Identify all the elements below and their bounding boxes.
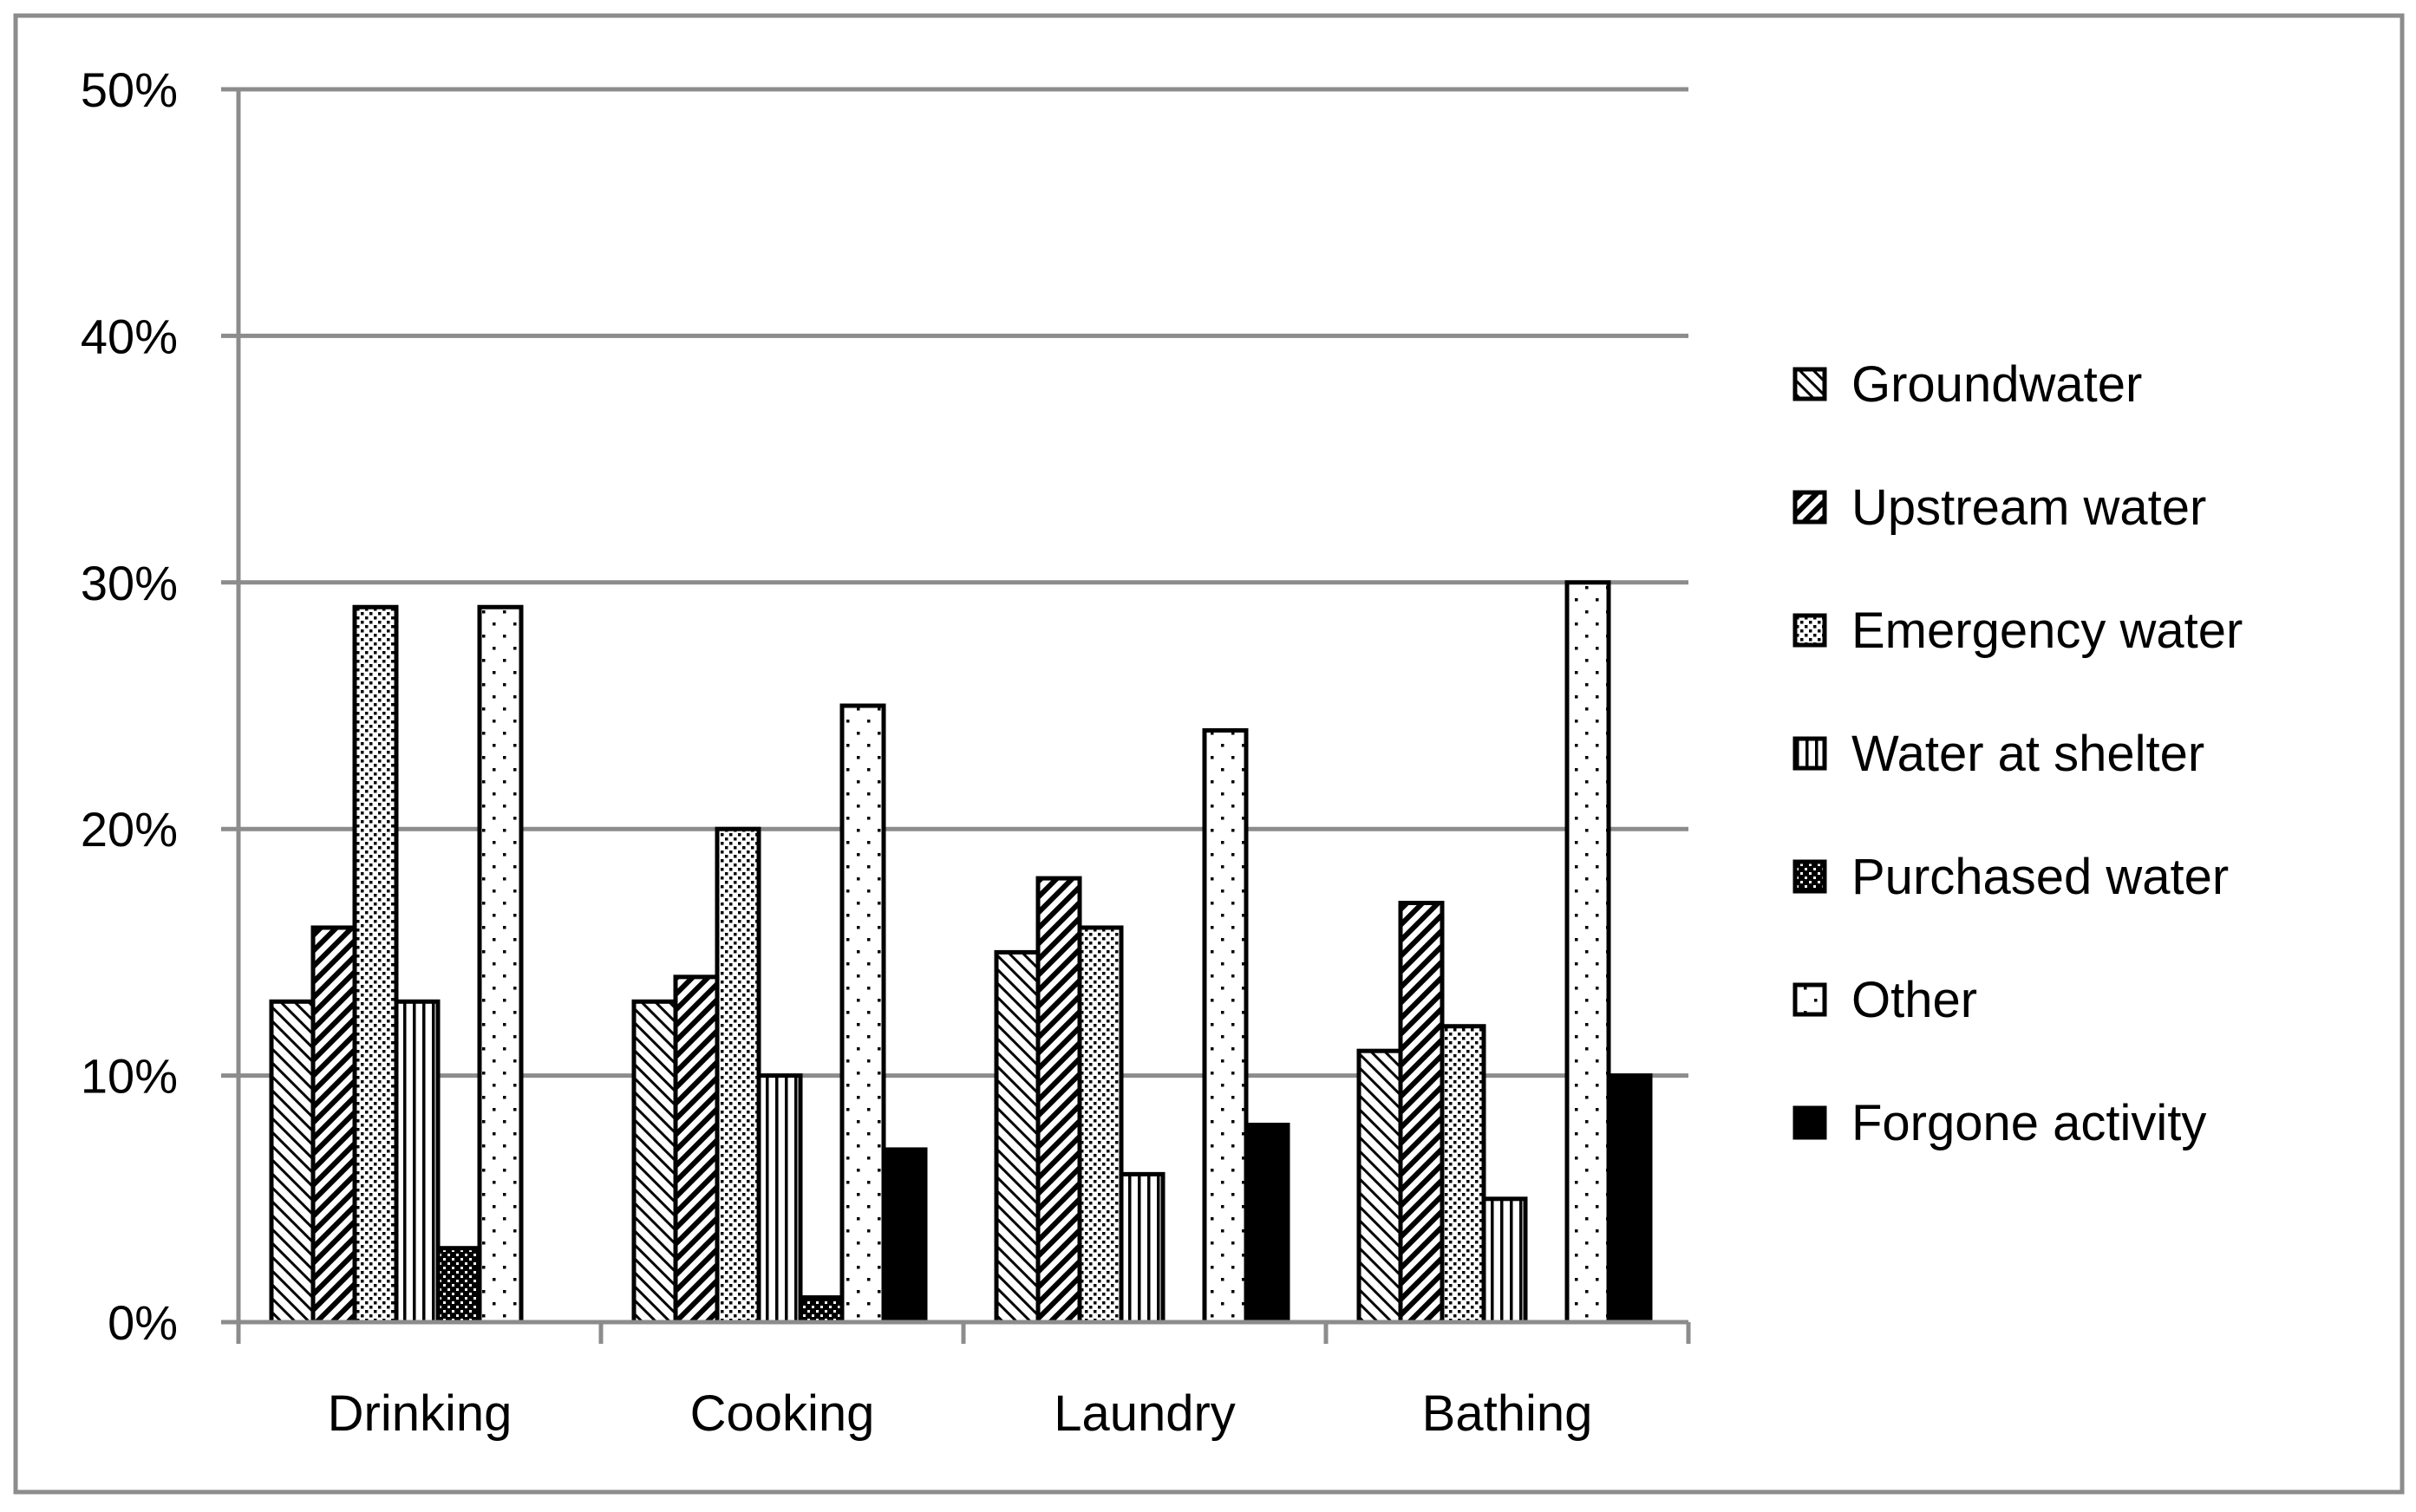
- bar-groundwater-cooking: [631, 999, 678, 1325]
- bar-upstream-water-cooking: [673, 974, 720, 1325]
- legend-swatch: [1792, 490, 1827, 525]
- legend-swatch: [1792, 736, 1827, 771]
- bar-emergency-water-bathing: [1440, 1024, 1486, 1325]
- bar-groundwater-drinking: [269, 999, 316, 1325]
- y-tick-label: 20%: [81, 802, 178, 857]
- y-tick-label: 30%: [81, 556, 178, 610]
- bar-other-cooking: [839, 703, 886, 1325]
- bars: [269, 580, 1653, 1325]
- x-category-label: Laundry: [1054, 1385, 1236, 1442]
- bar-water-at-shelter-cooking: [756, 1073, 803, 1325]
- legend-swatch: [1792, 367, 1827, 401]
- legend-label: Groundwater: [1851, 356, 2142, 413]
- bar-forgone-activity-cooking: [881, 1147, 928, 1325]
- legend-label: Purchased water: [1851, 849, 2229, 905]
- x-category-label: Bathing: [1422, 1385, 1593, 1442]
- bar-forgone-activity-bathing: [1606, 1073, 1653, 1325]
- legend-swatch: [1792, 1105, 1827, 1140]
- bar-groundwater-laundry: [994, 949, 1041, 1325]
- bar-other-laundry: [1202, 727, 1249, 1325]
- legend-label: Forgone activity: [1851, 1095, 2206, 1151]
- legend-label: Other: [1851, 972, 1977, 1028]
- axes: [221, 87, 1691, 1344]
- y-tick-label: 50%: [81, 62, 178, 117]
- bar-purchased-water-cooking: [798, 1295, 845, 1325]
- bar-water-at-shelter-laundry: [1119, 1171, 1166, 1325]
- legend-swatch: [1792, 859, 1827, 894]
- legend-label: Upstream water: [1851, 479, 2206, 536]
- legend: Groundwater Upstream water Emergency water…: [1792, 356, 2243, 1151]
- legend-label: Emergency water: [1851, 603, 2243, 659]
- bar-groundwater-bathing: [1356, 1048, 1403, 1325]
- legend-swatch: [1792, 613, 1827, 648]
- bar-emergency-water-laundry: [1077, 925, 1124, 1325]
- x-category-label: Cooking: [690, 1385, 875, 1442]
- y-tick-label: 40%: [81, 309, 178, 363]
- bar-water-at-shelter-bathing: [1481, 1196, 1528, 1325]
- y-tick-label: 0%: [108, 1295, 178, 1350]
- bar-forgone-activity-laundry: [1244, 1122, 1290, 1325]
- bar-other-bathing: [1564, 580, 1611, 1325]
- y-axis-tick-labels: 0% 10% 20% 30% 40% 50%: [81, 62, 178, 1350]
- bar-upstream-water-laundry: [1035, 876, 1082, 1325]
- bar-emergency-water-drinking: [352, 604, 399, 1325]
- bar-other-drinking: [477, 604, 524, 1325]
- y-tick-label: 10%: [81, 1049, 178, 1104]
- bar-upstream-water-bathing: [1398, 901, 1445, 1325]
- bar-water-at-shelter-drinking: [394, 999, 441, 1325]
- bar-purchased-water-drinking: [435, 1246, 482, 1325]
- legend-label: Water at shelter: [1851, 726, 2204, 782]
- bar-emergency-water-cooking: [715, 826, 761, 1325]
- x-category-label: Drinking: [328, 1385, 513, 1442]
- legend-swatch: [1792, 982, 1827, 1017]
- x-axis-category-labels: Drinking Cooking Laundry Bathing: [328, 1385, 1593, 1442]
- bar-upstream-water-drinking: [310, 925, 357, 1325]
